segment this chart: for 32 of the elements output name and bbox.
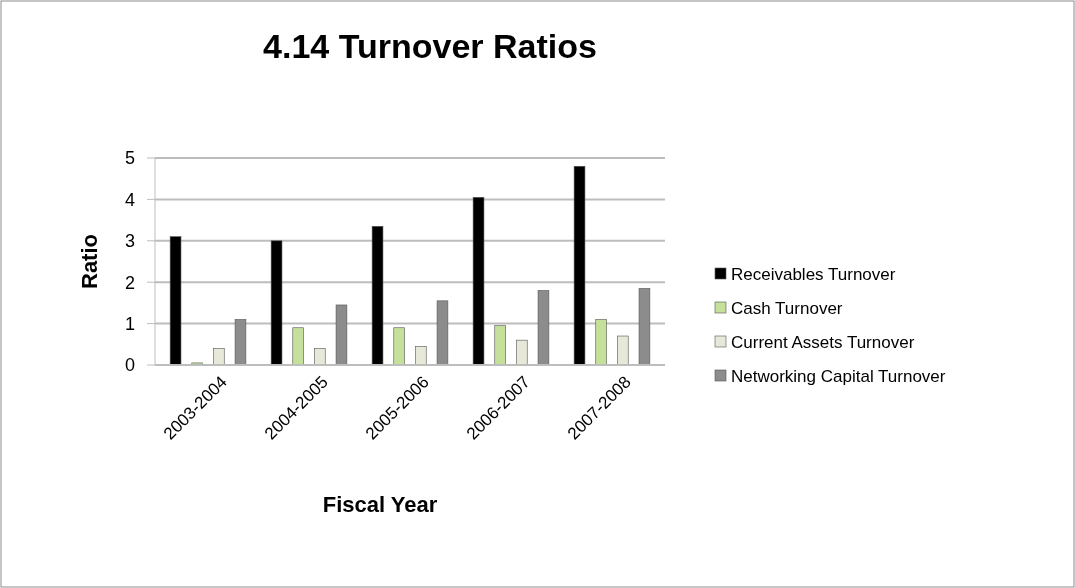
bar	[335, 304, 348, 366]
x-axis-title: Fiscal Year	[322, 492, 438, 517]
bar	[573, 165, 586, 366]
bar	[371, 226, 384, 366]
bar	[314, 348, 326, 366]
y-tick-label: 3	[124, 231, 135, 252]
bar	[415, 346, 427, 366]
y-axis-title: Ratio	[77, 234, 102, 289]
bar	[595, 319, 607, 366]
bar	[638, 288, 651, 366]
bar	[494, 325, 506, 366]
bar	[213, 348, 225, 366]
y-tick-label: 0	[124, 355, 135, 376]
bar	[472, 197, 485, 366]
legend-label: Current Assets Turnover	[731, 332, 915, 352]
bar	[516, 339, 528, 366]
y-tick-label: 2	[124, 272, 135, 293]
y-tick-label: 5	[124, 148, 135, 169]
bar	[393, 327, 405, 366]
legend-label: Receivables Turnover	[731, 264, 896, 284]
bar	[270, 240, 283, 366]
bar	[234, 319, 247, 366]
y-tick-label: 1	[124, 313, 135, 334]
y-tick-label: 4	[124, 189, 135, 210]
bar	[537, 290, 550, 366]
legend-label: Networking Capital Turnover	[731, 366, 946, 386]
legend-label: Cash Turnover	[731, 298, 843, 318]
bar	[617, 335, 629, 366]
chart-title: 4.14 Turnover Ratios	[263, 27, 597, 65]
bar	[292, 327, 304, 366]
bar	[169, 236, 182, 366]
bar	[436, 300, 449, 366]
